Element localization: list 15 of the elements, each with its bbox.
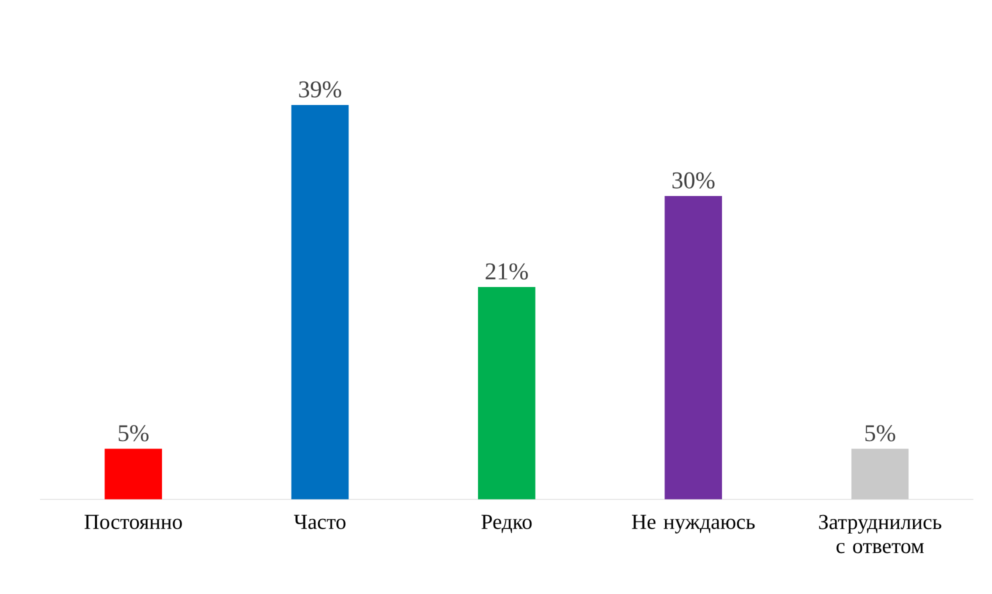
x-tick-label: Не нуждаюсь: [632, 514, 755, 534]
bar: [478, 286, 536, 500]
data-label: 30%: [672, 172, 715, 189]
data-label: 21%: [486, 263, 528, 280]
x-tick-label: Редко: [481, 514, 532, 533]
bar: [664, 196, 722, 500]
bar: [291, 104, 349, 500]
x-tick-label: Постоянно: [84, 514, 182, 530]
x-tick-label: Затруднились с ответом: [819, 514, 942, 554]
bar: [851, 448, 909, 500]
bar: [104, 448, 162, 500]
x-tick-label: Часто: [294, 514, 346, 530]
data-label: 5%: [865, 425, 896, 442]
data-label: 39%: [299, 81, 342, 98]
data-label: 5%: [118, 425, 149, 442]
